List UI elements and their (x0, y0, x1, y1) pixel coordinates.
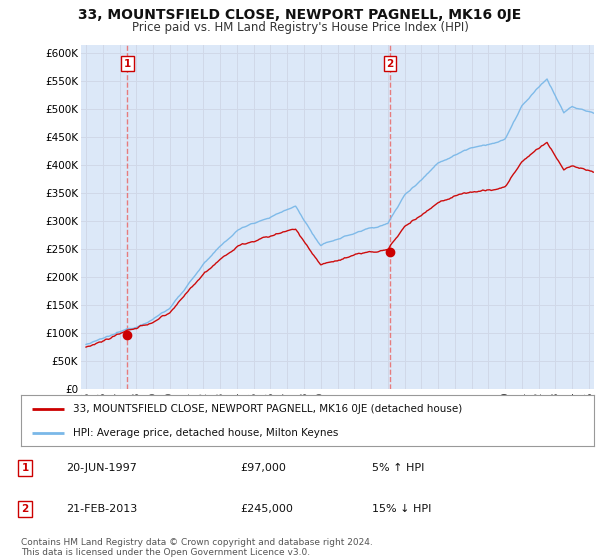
Text: Price paid vs. HM Land Registry's House Price Index (HPI): Price paid vs. HM Land Registry's House … (131, 21, 469, 34)
Text: £97,000: £97,000 (240, 463, 286, 473)
Text: 2: 2 (22, 504, 29, 514)
Text: 15% ↓ HPI: 15% ↓ HPI (372, 504, 431, 514)
Text: 33, MOUNTSFIELD CLOSE, NEWPORT PAGNELL, MK16 0JE: 33, MOUNTSFIELD CLOSE, NEWPORT PAGNELL, … (79, 8, 521, 22)
Text: 33, MOUNTSFIELD CLOSE, NEWPORT PAGNELL, MK16 0JE (detached house): 33, MOUNTSFIELD CLOSE, NEWPORT PAGNELL, … (73, 404, 462, 414)
Text: £245,000: £245,000 (240, 504, 293, 514)
Text: 20-JUN-1997: 20-JUN-1997 (66, 463, 137, 473)
Text: 5% ↑ HPI: 5% ↑ HPI (372, 463, 424, 473)
Text: Contains HM Land Registry data © Crown copyright and database right 2024.
This d: Contains HM Land Registry data © Crown c… (21, 538, 373, 557)
Text: 2: 2 (386, 59, 394, 69)
Text: 21-FEB-2013: 21-FEB-2013 (66, 504, 137, 514)
Text: 1: 1 (124, 59, 131, 69)
Text: HPI: Average price, detached house, Milton Keynes: HPI: Average price, detached house, Milt… (73, 428, 338, 438)
Text: 1: 1 (22, 463, 29, 473)
